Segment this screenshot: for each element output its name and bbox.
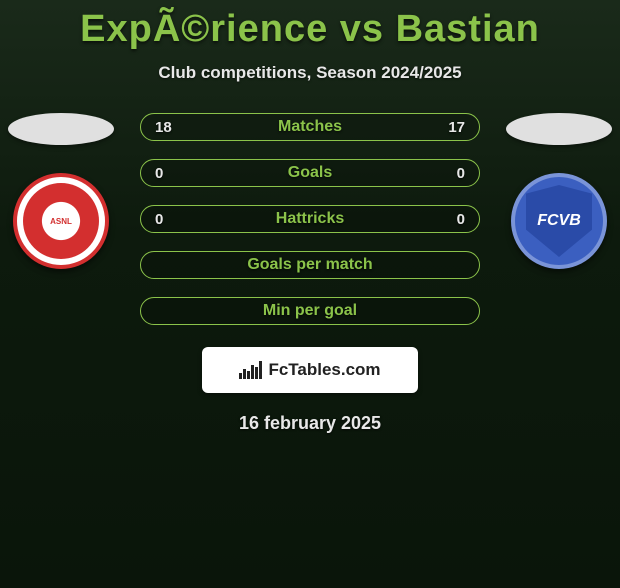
team-right-short: FCVB [537, 212, 581, 230]
bar-chart-icon [239, 361, 262, 379]
stat-row-min-per-goal: Min per goal [140, 297, 480, 325]
team-left-badge-inner: ASNL [23, 183, 99, 259]
stat-left-value: 0 [155, 211, 175, 228]
stat-label: Hattricks [276, 210, 344, 228]
stat-label: Goals per match [247, 256, 372, 274]
stat-label: Matches [278, 118, 342, 136]
stat-row-hattricks: 0 Hattricks 0 [140, 205, 480, 233]
subtitle: Club competitions, Season 2024/2025 [0, 63, 620, 83]
stat-right-value: 0 [445, 211, 465, 228]
team-left-badge[interactable]: ASNL [13, 173, 109, 269]
page-title: ExpÃ©rience vs Bastian [0, 8, 620, 51]
stat-left-value: 0 [155, 165, 175, 182]
comparison-panel: ASNL FCVB 18 Matches 17 0 Goals 0 0 Hatt… [0, 113, 620, 434]
stat-row-matches: 18 Matches 17 [140, 113, 480, 141]
team-right-box: FCVB [504, 113, 614, 269]
team-right-badge[interactable]: FCVB [511, 173, 607, 269]
team-right-ellipse [506, 113, 612, 145]
branding-badge[interactable]: FcTables.com [202, 347, 418, 393]
stat-right-value: 17 [445, 119, 465, 136]
stat-right-value: 0 [445, 165, 465, 182]
team-right-badge-inner: FCVB [526, 185, 592, 257]
stat-label: Min per goal [263, 302, 357, 320]
team-left-short: ASNL [50, 217, 72, 226]
date-text: 16 february 2025 [0, 413, 620, 434]
stat-left-value: 18 [155, 119, 175, 136]
team-left-box: ASNL [6, 113, 116, 269]
branding-text: FcTables.com [268, 360, 380, 380]
stat-label: Goals [288, 164, 332, 182]
stat-row-goals: 0 Goals 0 [140, 159, 480, 187]
team-left-ellipse [8, 113, 114, 145]
stat-row-goals-per-match: Goals per match [140, 251, 480, 279]
